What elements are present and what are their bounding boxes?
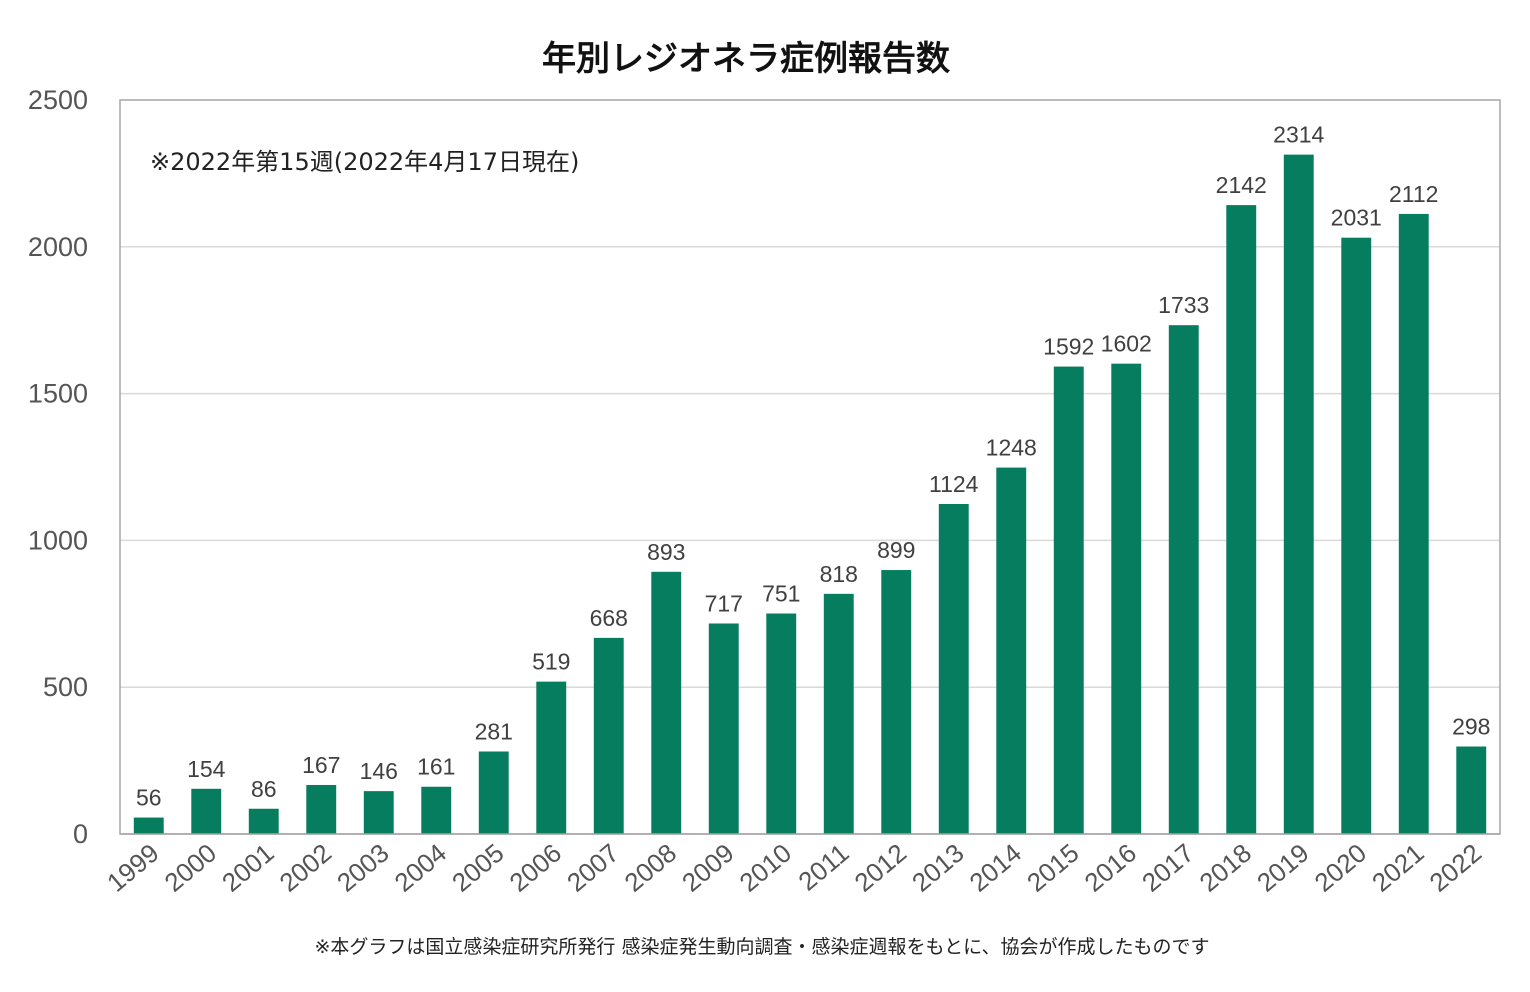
data-labels: 56 154 86 167 146 161 281 519 668 893 717 751 818 899… [136,122,1490,811]
x-tick-label-2022: 2022 [1424,838,1488,898]
bar-2003 [363,791,394,834]
data-label-2000: 154 [187,756,226,782]
data-label-2008: 893 [647,539,685,565]
x-tick-label-2000: 2000 [159,838,223,898]
x-tick-label-2010: 2010 [734,838,798,898]
y-tick-label: 500 [43,672,88,702]
x-tick-label-2013: 2013 [906,838,970,898]
x-tick-label-2001: 2001 [216,838,280,898]
bar-2011 [823,593,854,834]
x-tick-label-2014: 2014 [964,838,1028,898]
bar-2017 [1168,325,1199,834]
x-tick-label-2005: 2005 [446,838,510,898]
y-tick-label: 0 [73,819,88,849]
bar-2020 [1341,237,1372,835]
y-tick-label: 2500 [28,85,88,115]
x-tick-label-2011: 2011 [792,838,854,897]
data-label-2019: 2314 [1273,122,1324,148]
x-tick-label-1999: 1999 [101,838,165,898]
data-label-2018: 2142 [1216,172,1267,198]
bar-2022 [1456,746,1487,834]
x-tick-label-2015: 2015 [1021,838,1085,898]
bar-2000 [191,788,222,834]
bar-1999 [133,817,164,834]
x-tick-label-2002: 2002 [274,838,338,898]
x-tick-label-2012: 2012 [849,838,913,898]
data-label-2015: 1592 [1043,334,1094,360]
y-axis-ticks: 0 500 1000 1500 2000 2500 [28,85,88,849]
y-tick-label: 2000 [28,232,88,262]
bar-2018 [1226,205,1257,835]
x-tick-label-2007: 2007 [561,838,625,898]
bar-2021 [1398,213,1429,834]
bar-2014 [996,467,1027,834]
data-label-2007: 668 [590,605,628,631]
data-label-2014: 1248 [986,435,1037,461]
x-tick-label-2004: 2004 [389,838,453,898]
bars [133,154,1487,835]
data-label-2012: 899 [877,537,915,563]
x-tick-label-2016: 2016 [1079,838,1143,898]
bar-2009 [708,623,739,834]
x-axis-ticks: 1999200020012002200320042005200620072008… [101,838,1487,898]
x-tick-label-2006: 2006 [504,838,568,898]
bar-2015 [1053,366,1084,834]
data-label-1999: 56 [136,785,162,811]
y-tick-label: 1000 [28,525,88,555]
data-label-2013: 1124 [929,471,979,497]
x-tick-label-2009: 2009 [676,838,740,898]
bar-2006 [536,681,567,834]
x-tick-label-2008: 2008 [619,838,683,898]
x-tick-label-2020: 2020 [1309,838,1373,898]
bar-2013 [938,503,969,834]
bar-2008 [651,571,682,834]
data-label-2010: 751 [762,581,800,607]
chart-footnote: ※本グラフは国立感染症研究所発行 感染症発生動向調査・感染症週報をもとに、協会が… [314,936,1209,958]
bar-2007 [593,637,624,834]
y-tick-label: 1500 [28,379,88,409]
data-label-2004: 161 [417,754,455,780]
x-tick-label-2003: 2003 [331,838,395,898]
data-label-2006: 519 [532,649,570,675]
data-label-2003: 146 [360,758,398,784]
data-label-2005: 281 [475,718,513,744]
data-label-2002: 167 [302,752,340,778]
data-label-2016: 1602 [1101,331,1152,357]
bar-2010 [766,613,797,834]
bar-2016 [1111,363,1142,834]
gridlines [120,246,1500,688]
bar-2004 [421,786,452,834]
data-label-2017: 1733 [1158,292,1209,318]
chart-title: 年別レジオネラ症例報告数 [542,39,950,79]
data-label-2001: 86 [251,776,277,802]
bar-2019 [1283,154,1314,834]
data-label-2022: 298 [1452,714,1490,740]
data-label-2009: 717 [705,590,743,616]
chart-annotation: ※2022年第15週(2022年4月17日現在) [150,148,579,176]
bar-2002 [306,784,337,834]
bar-2012 [881,570,912,834]
bar-2001 [248,808,279,834]
x-tick-label-2017: 2017 [1136,838,1200,898]
data-label-2021: 2112 [1389,181,1438,207]
bar-2005 [478,751,509,834]
x-tick-label-2018: 2018 [1194,838,1258,898]
x-tick-label-2019: 2019 [1251,838,1315,898]
data-label-2011: 818 [820,561,858,587]
x-tick-label-2021: 2021 [1366,838,1430,898]
data-label-2020: 2031 [1331,205,1382,231]
